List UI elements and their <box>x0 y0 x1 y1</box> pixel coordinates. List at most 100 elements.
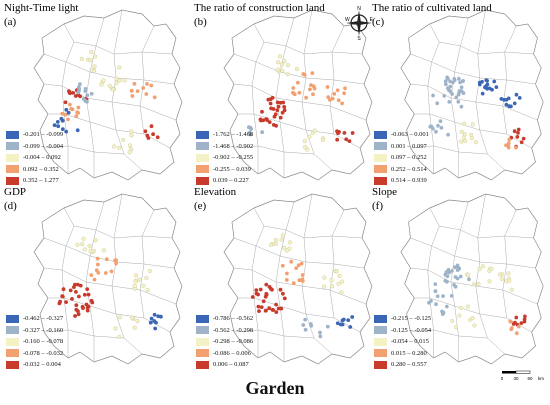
garden-point <box>264 308 268 313</box>
district-boundary <box>333 79 365 85</box>
garden-point <box>342 91 346 96</box>
garden-point <box>104 257 109 262</box>
garden-point <box>291 86 296 90</box>
garden-point <box>275 100 280 105</box>
garden-point <box>485 86 489 91</box>
garden-point <box>129 129 134 134</box>
legend-row: 0.092 – 0.352 <box>6 164 84 176</box>
legend-swatch <box>6 130 19 139</box>
garden-point <box>325 324 330 329</box>
district-boundary <box>123 153 143 171</box>
panel-title: The ratio of cultivated land <box>372 2 492 14</box>
legend-label: -1.468 – -0.902 <box>213 142 254 150</box>
legend-label: -0.902 – -0.255 <box>213 154 254 162</box>
legend-swatch <box>6 337 19 346</box>
garden-point <box>514 145 518 150</box>
legend-label: 0.001 – 0.097 <box>391 142 427 150</box>
compass-n: N <box>357 6 361 12</box>
garden-point <box>473 140 478 145</box>
garden-point <box>75 110 80 115</box>
garden-point <box>455 263 460 268</box>
garden-point <box>282 108 287 113</box>
garden-point <box>273 112 278 117</box>
garden-point <box>431 93 435 98</box>
garden-point <box>149 124 154 129</box>
garden-point <box>512 101 517 106</box>
garden-point <box>267 306 272 311</box>
garden-point <box>129 88 134 93</box>
garden-point <box>63 112 68 117</box>
garden-point <box>303 327 308 332</box>
garden-point <box>330 284 335 289</box>
garden-point <box>427 300 431 305</box>
garden-point <box>343 86 347 91</box>
garden-point <box>130 315 135 320</box>
panel-title: GDP <box>4 186 27 198</box>
district-map <box>33 193 183 365</box>
legend-label: -0.078 – -0.032 <box>23 349 64 357</box>
garden-point <box>95 256 100 261</box>
map-panel-construction-land: The ratio of construction land (b) -1.76… <box>194 2 377 187</box>
garden-point <box>275 67 281 72</box>
garden-point <box>462 132 467 137</box>
garden-point <box>455 268 460 272</box>
garden-point <box>504 97 509 102</box>
garden-point <box>328 98 332 102</box>
garden-point <box>256 292 260 297</box>
garden-point <box>127 150 132 155</box>
district-boundary <box>313 337 333 355</box>
garden-point <box>322 275 327 280</box>
garden-point <box>279 237 284 242</box>
garden-point <box>73 94 78 98</box>
garden-point <box>289 259 294 264</box>
legend-row: 0.252 – 0.514 <box>374 164 452 176</box>
legend-row: -0.078 – -0.032 <box>6 348 84 360</box>
garden-point <box>465 304 470 309</box>
garden-point <box>133 279 138 284</box>
legend-row: -0.255 – 0.039 <box>196 164 274 176</box>
district-boundary <box>487 337 505 355</box>
garden-point <box>335 321 340 326</box>
legend-label: -0.562 – -0.298 <box>213 326 254 334</box>
district-map <box>400 9 544 181</box>
garden-point <box>80 242 85 247</box>
garden-point <box>94 268 99 273</box>
garden-point <box>73 314 77 318</box>
legend-label: -0.327 – -0.160 <box>23 326 64 334</box>
garden-point <box>296 80 300 85</box>
garden-point <box>441 294 445 298</box>
garden-point <box>350 131 355 135</box>
garden-point <box>143 129 148 134</box>
garden-point <box>86 292 91 297</box>
scale-label-60: 60 <box>527 376 533 381</box>
garden-point <box>270 287 274 292</box>
garden-point <box>294 266 299 270</box>
district-boundary <box>141 235 173 239</box>
district-boundary <box>63 201 105 231</box>
district-boundary <box>139 105 177 121</box>
garden-point <box>282 105 287 109</box>
garden-point <box>452 78 457 83</box>
legend-swatch <box>196 130 209 139</box>
panel-letter: (e) <box>194 200 207 212</box>
garden-point <box>335 137 340 142</box>
garden-point <box>442 94 447 98</box>
garden-point <box>434 129 438 134</box>
district-boundary <box>506 79 536 85</box>
garden-point <box>326 95 331 100</box>
garden-point <box>60 111 65 116</box>
garden-point <box>435 294 440 299</box>
legend-label: -0.215 – -0.125 <box>391 315 432 323</box>
legend-swatch <box>6 314 19 323</box>
garden-point <box>344 137 349 142</box>
garden-point <box>338 322 343 327</box>
legend-label: -0.086 – 0.006 <box>213 349 251 357</box>
garden-point <box>274 302 278 307</box>
garden-point <box>145 133 150 138</box>
garden-point <box>258 287 263 292</box>
garden-point <box>268 101 273 106</box>
garden-point <box>254 288 259 292</box>
garden-point <box>463 138 468 144</box>
garden-point <box>52 123 57 128</box>
garden-point <box>117 315 122 320</box>
